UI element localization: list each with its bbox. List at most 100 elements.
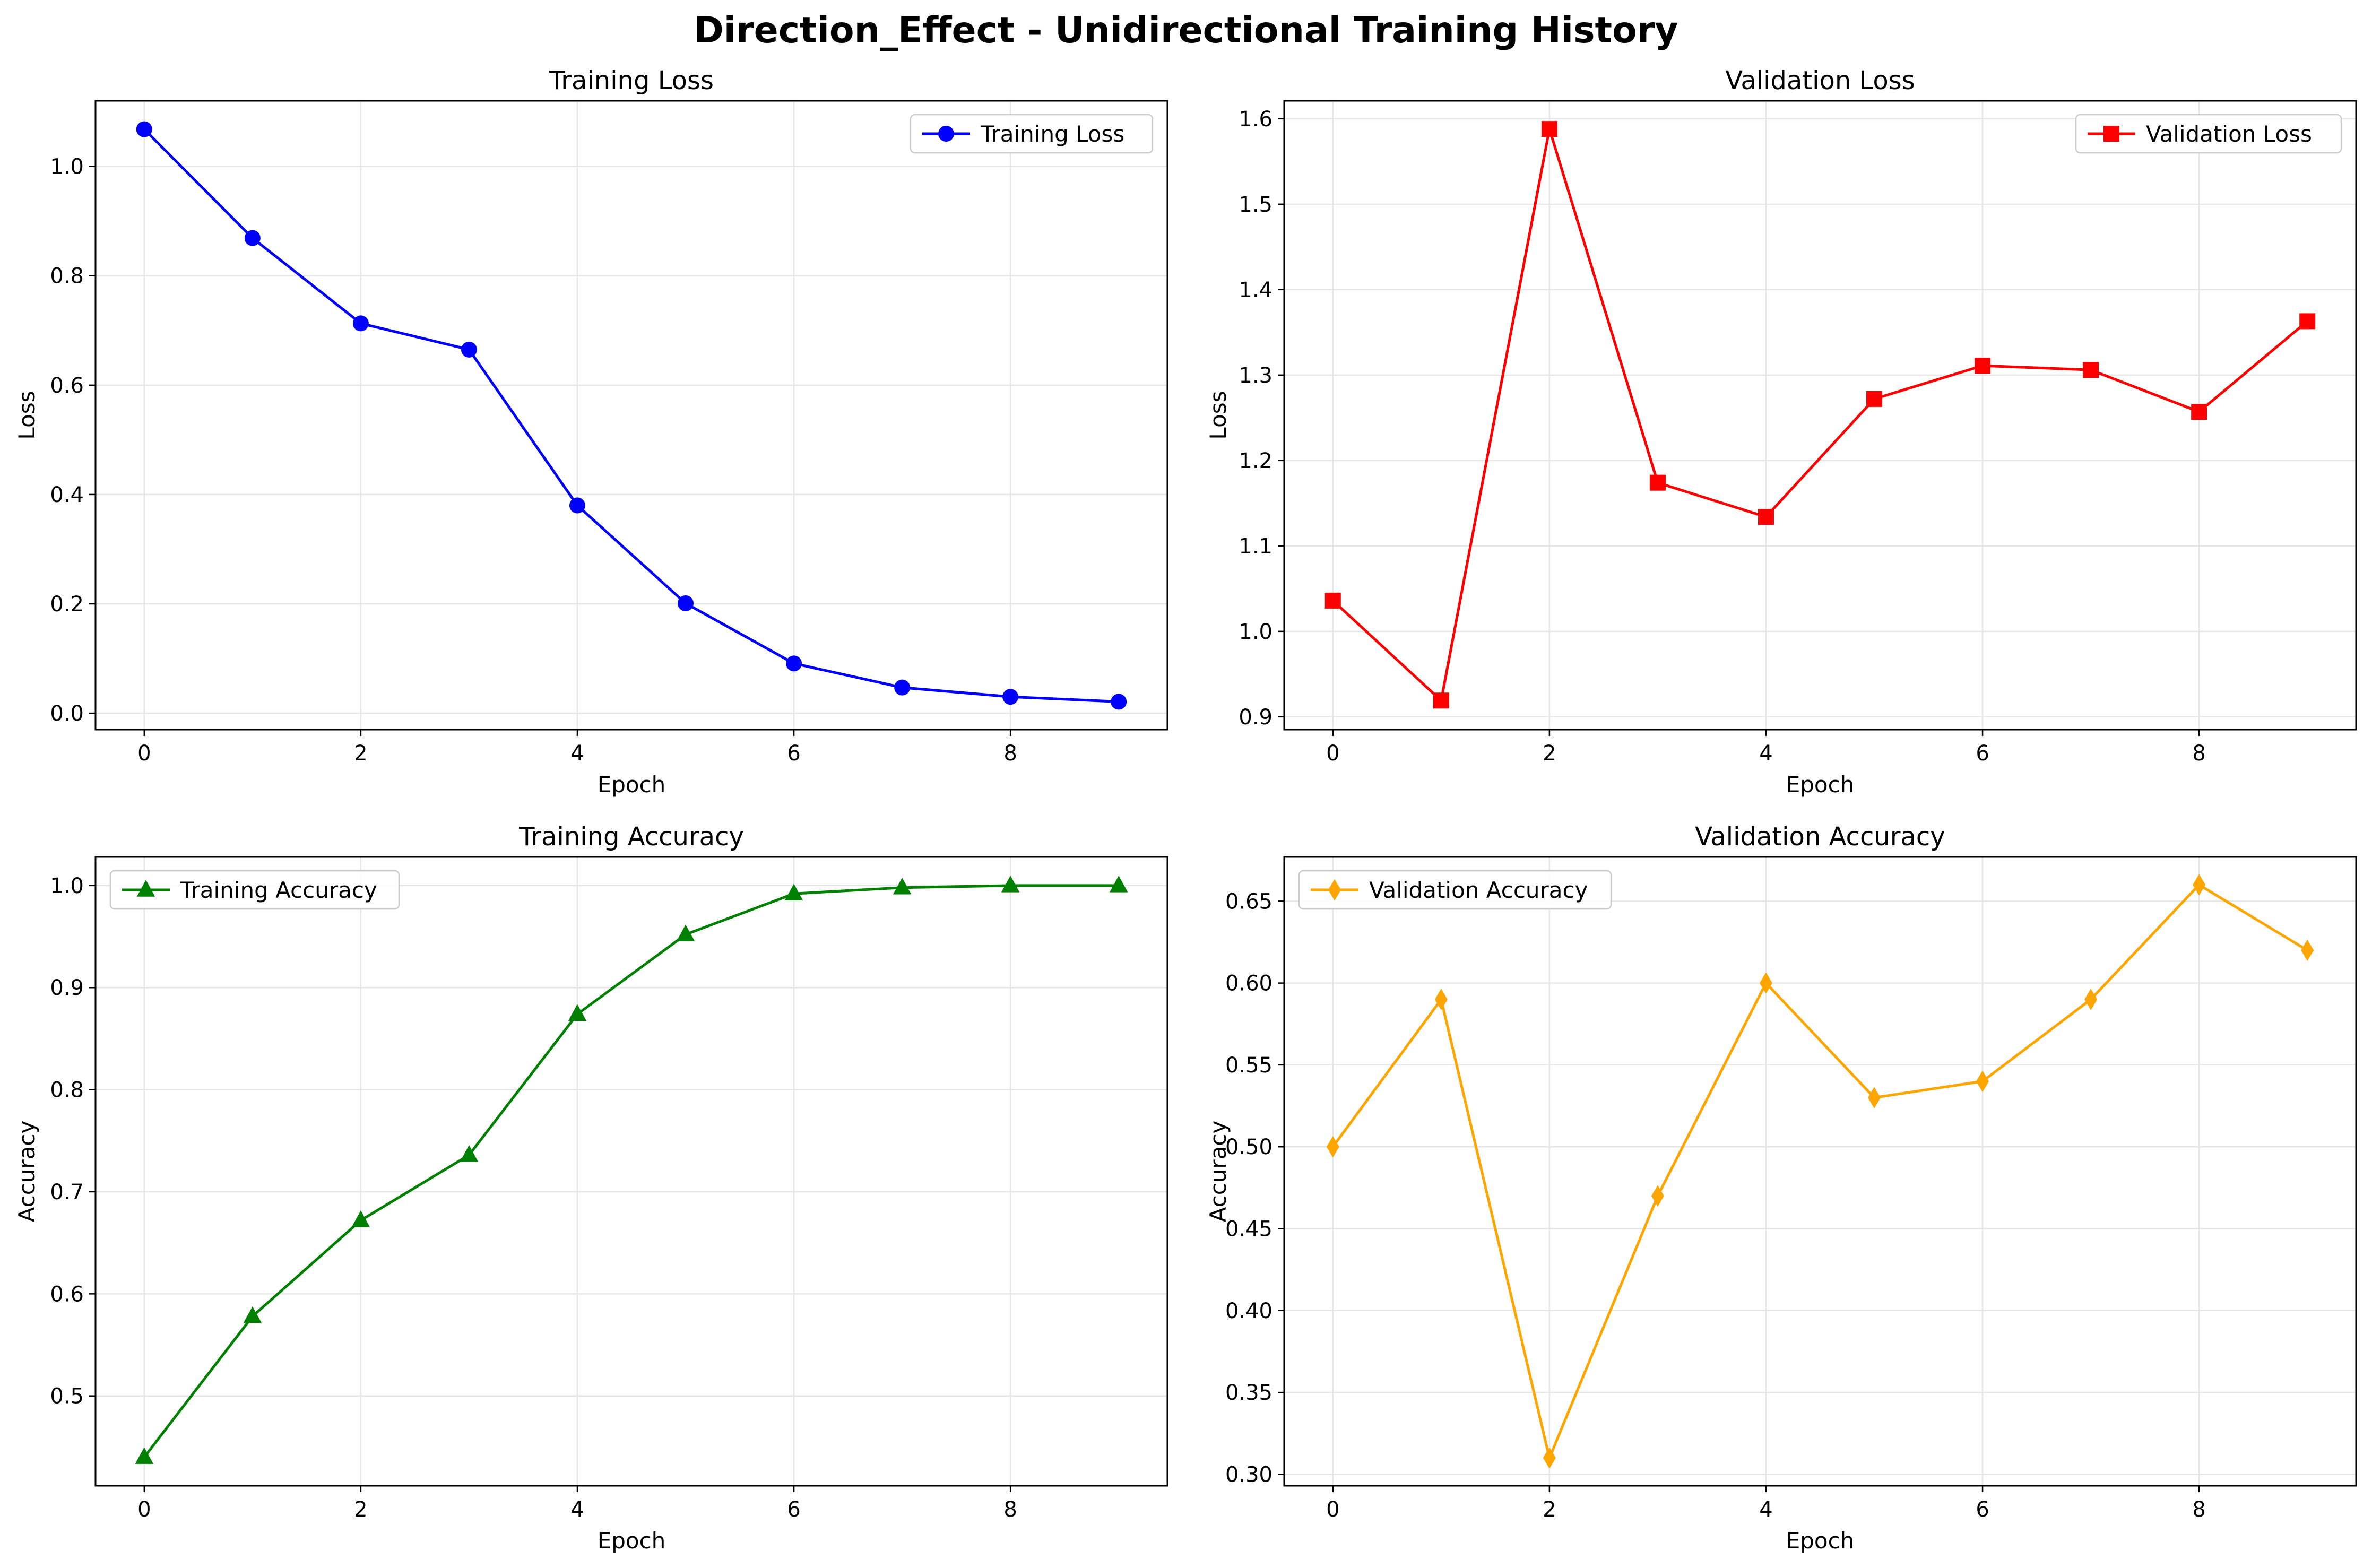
y-tick-label: 1.0 — [1239, 620, 1272, 644]
data-point — [676, 924, 695, 941]
data-point — [1001, 876, 1020, 893]
data-point — [569, 497, 585, 514]
y-tick-label: 0.45 — [1225, 1217, 1272, 1242]
legend-box — [1298, 870, 1612, 910]
axes-frame — [1283, 100, 2357, 731]
x-tick-label: 2 — [354, 1497, 367, 1522]
data-point — [1866, 391, 1883, 407]
y-tick-label: 0.6 — [50, 374, 84, 398]
series-line — [143, 128, 1119, 703]
y-tick-label: 0.60 — [1225, 972, 1272, 996]
legend: Validation Accuracy — [1298, 870, 1612, 910]
y-tick-label: 0.2 — [50, 592, 84, 617]
x-axis-label: Epoch — [1786, 772, 1855, 798]
legend-box — [910, 114, 1154, 154]
figure-suptitle: Direction_Effect - Unidirectional Traini… — [694, 10, 1678, 51]
data-point — [244, 230, 261, 246]
y-tick-label: 1.1 — [1239, 534, 1272, 559]
x-axis-label: Epoch — [598, 772, 666, 798]
subplot-grid: 0 2 4 6 8 0.0 0.2 0.4 0.6 0.8 1.0 Training Loss Epoc… — [14, 66, 2357, 1554]
subplot-title: Validation Accuracy — [1695, 822, 1945, 852]
data-point — [1111, 694, 1127, 710]
series-line — [1331, 883, 2308, 1460]
subplot-title: Validation Loss — [1725, 66, 1915, 96]
x-tick-label: 6 — [1976, 741, 1989, 766]
y-tick-label: 0.7 — [50, 1180, 84, 1205]
x-tick-label: 0 — [137, 741, 151, 766]
data-point — [2191, 404, 2207, 420]
data-point — [784, 883, 803, 901]
x-tick-label: 6 — [787, 1497, 800, 1522]
subplot-2: 0 2 4 6 8 0.9 1.0 1.1 1.2 1.3 1.4 1.5 1.6 Validation … — [1205, 66, 2357, 798]
y-tick-label: 0.55 — [1225, 1053, 1272, 1078]
y-tick-label: 0.9 — [50, 976, 84, 1000]
data-point — [1976, 1070, 1989, 1093]
data-point — [351, 1210, 370, 1227]
legend-marker — [2103, 126, 2119, 142]
data-point — [460, 1145, 479, 1162]
legend-marker — [938, 126, 954, 142]
subplot-title: Training Accuracy — [518, 822, 744, 852]
data-point — [2193, 874, 2206, 896]
data-point — [461, 341, 477, 358]
x-tick-label: 2 — [354, 741, 367, 766]
x-tick-label: 0 — [1326, 1497, 1339, 1522]
x-tick-label: 8 — [1003, 741, 1017, 766]
data-point — [893, 877, 912, 895]
y-tick-label: 1.6 — [1239, 107, 1272, 132]
y-axis-label: Accuracy — [14, 1121, 40, 1223]
y-tick-label: 0.9 — [1239, 705, 1272, 730]
data-point — [568, 1004, 587, 1021]
legend-marker — [136, 880, 155, 897]
axes-frame — [94, 100, 1168, 731]
data-point — [1868, 1087, 1881, 1108]
data-point — [1326, 1136, 1339, 1158]
y-tick-label: 0.35 — [1225, 1381, 1272, 1405]
y-tick-label: 0.5 — [50, 1384, 84, 1409]
data-point — [1651, 1185, 1664, 1207]
data-point — [1759, 972, 1772, 994]
y-tick-label: 0.50 — [1225, 1135, 1272, 1159]
y-tick-label: 0.4 — [50, 483, 84, 507]
data-point — [135, 1447, 154, 1464]
data-point — [1758, 509, 1774, 525]
data-point — [1649, 474, 1666, 491]
y-axis-label: Loss — [1205, 391, 1231, 439]
subplot-1: 0 2 4 6 8 0.0 0.2 0.4 0.6 0.8 1.0 Training Loss Epoc… — [14, 66, 1168, 798]
data-point — [1002, 689, 1019, 705]
legend-label: Training Accuracy — [180, 877, 377, 903]
x-tick-label: 6 — [1976, 1497, 1989, 1522]
legend-marker — [1328, 879, 1341, 901]
data-point — [1324, 592, 1341, 609]
x-tick-label: 8 — [2192, 741, 2205, 766]
data-point — [1433, 692, 1449, 709]
legend: Validation Loss — [2075, 114, 2342, 154]
x-axis-label: Epoch — [598, 1528, 666, 1554]
legend-label: Validation Accuracy — [1369, 877, 1588, 903]
x-tick-label: 8 — [1003, 1497, 1017, 1522]
x-tick-label: 6 — [787, 741, 800, 766]
x-tick-label: 0 — [137, 1497, 151, 1522]
data-point — [352, 315, 369, 332]
y-tick-label: 0.6 — [50, 1282, 84, 1306]
x-tick-label: 8 — [2192, 1497, 2205, 1522]
y-tick-label: 1.5 — [1239, 193, 1272, 217]
x-tick-label: 4 — [1759, 741, 1772, 766]
data-point — [136, 121, 152, 137]
legend-label: Validation Loss — [2146, 121, 2312, 147]
y-tick-label: 1.0 — [50, 874, 84, 898]
data-point — [1109, 876, 1128, 893]
data-point — [2083, 362, 2099, 378]
x-tick-label: 4 — [1759, 1497, 1772, 1522]
data-point — [2084, 989, 2098, 1010]
series-line — [143, 884, 1119, 1458]
x-axis-label: Epoch — [1786, 1528, 1855, 1554]
subplot-3: 0 2 4 6 8 0.5 0.6 0.7 0.8 0.9 1.0 Training Accuracy… — [14, 822, 1168, 1554]
x-tick-label: 4 — [570, 741, 584, 766]
axes-frame — [94, 856, 1168, 1487]
y-tick-label: 0.65 — [1225, 889, 1272, 914]
subplot-4: 0 2 4 6 8 0.30 0.35 0.40 0.45 0.50 0.55 0.60 0.65 Val… — [1205, 822, 2357, 1554]
data-point — [894, 679, 911, 696]
